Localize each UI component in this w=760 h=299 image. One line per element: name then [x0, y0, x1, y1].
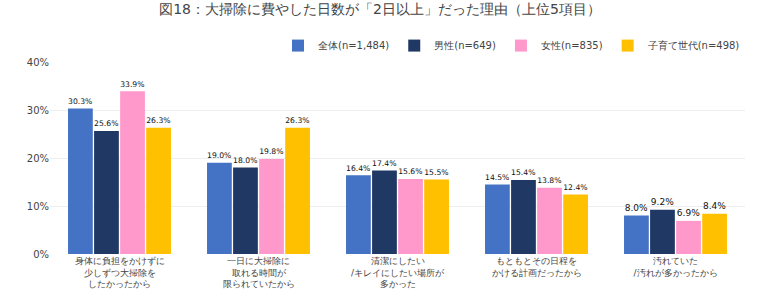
svg-text:15.4%: 15.4% [511, 168, 535, 177]
svg-text:33.9%: 33.9% [120, 80, 144, 89]
svg-text:26.3%: 26.3% [146, 116, 170, 125]
svg-text:25.6%: 25.6% [94, 119, 118, 128]
svg-text:40%: 40% [27, 57, 49, 68]
svg-text:19.8%: 19.8% [259, 147, 283, 156]
svg-text:16.4%: 16.4% [346, 164, 370, 173]
svg-text:6.9%: 6.9% [677, 208, 700, 218]
svg-text:一日に大掃除に取れる時間が限られていたから: 一日に大掃除に取れる時間が限られていたから [223, 256, 295, 289]
svg-text:0%: 0% [33, 249, 49, 260]
svg-text:15.6%: 15.6% [398, 167, 422, 176]
svg-text:8.4%: 8.4% [703, 201, 726, 211]
svg-text:子育て世代(n=498): 子育て世代(n=498) [648, 40, 740, 51]
svg-text:8.0%: 8.0% [625, 203, 648, 213]
svg-text:18.0%: 18.0% [233, 156, 257, 165]
svg-text:19.0%: 19.0% [207, 151, 231, 160]
svg-text:12.4%: 12.4% [563, 183, 587, 192]
svg-text:15.5%: 15.5% [424, 168, 448, 177]
svg-text:清潔にしたい/キレイにしたい場所が多かった: 清潔にしたい/キレイにしたい場所が多かった [351, 256, 445, 289]
svg-text:30%: 30% [27, 105, 49, 116]
svg-text:14.5%: 14.5% [485, 173, 509, 182]
svg-text:26.3%: 26.3% [285, 116, 309, 125]
svg-text:9.2%: 9.2% [651, 197, 674, 207]
svg-text:男性(n=649): 男性(n=649) [434, 40, 496, 51]
svg-text:10%: 10% [27, 201, 49, 212]
svg-text:もともとその日程をかける計画だったから: もともとその日程をかける計画だったから [492, 256, 582, 278]
svg-text:図18：大掃除に費やした日数が「2日以上」だった理由（上位5: 図18：大掃除に費やした日数が「2日以上」だった理由（上位5項目） [159, 1, 601, 17]
svg-text:女性(n=835): 女性(n=835) [541, 40, 603, 51]
svg-text:汚れていた/汚れが多かったから: 汚れていた/汚れが多かったから [633, 256, 717, 278]
svg-text:30.3%: 30.3% [68, 97, 92, 106]
svg-text:全体(n=1,484): 全体(n=1,484) [318, 40, 389, 51]
svg-text:13.8%: 13.8% [537, 176, 561, 185]
svg-text:20%: 20% [27, 153, 49, 164]
svg-text:17.4%: 17.4% [372, 159, 396, 168]
svg-text:身体に負担をかけずに少しずつ大掃除をしたかったから: 身体に負担をかけずに少しずつ大掃除をしたかったから [75, 256, 165, 289]
